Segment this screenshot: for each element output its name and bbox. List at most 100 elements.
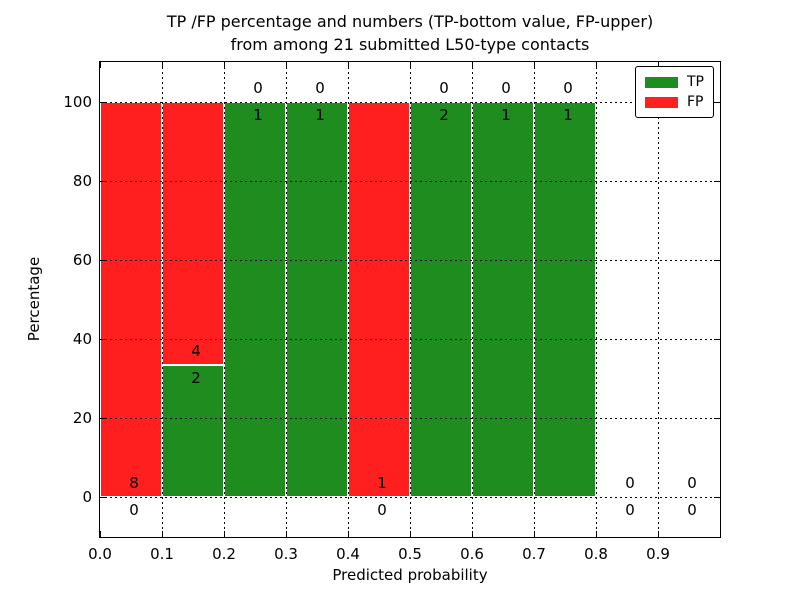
y-tick-left-80 xyxy=(100,180,106,182)
x-tick-label-0.1: 0.1 xyxy=(150,545,174,563)
tp-count-label-0.1: 2 xyxy=(191,369,201,388)
x-tick-top-0.7 xyxy=(534,62,535,68)
fp-count-label-0: 8 xyxy=(129,474,139,493)
y-tick-right-60 xyxy=(714,259,720,261)
tp-count-label-0.9: 0 xyxy=(687,501,697,520)
y-tick-right-40 xyxy=(714,339,720,341)
legend: TP FP xyxy=(635,66,714,118)
chart-title: TP /FP percentage and numbers (TP-bottom… xyxy=(100,10,720,56)
x-tick-label-0.3: 0.3 xyxy=(274,545,298,563)
x-tick-label-0.9: 0.9 xyxy=(646,545,670,563)
x-tick-label-0.2: 0.2 xyxy=(212,545,236,563)
y-axis-label: Percentage xyxy=(25,256,43,342)
y-tick-right-20 xyxy=(714,418,720,420)
gridline-x-0.6 xyxy=(472,62,473,537)
chart-title-line2: from among 21 submitted L50-type contact… xyxy=(230,35,590,54)
y-tick-label-40: 40 xyxy=(72,330,92,349)
fp-count-label-0.1: 4 xyxy=(191,342,201,361)
tp-count-label-0.8: 0 xyxy=(625,501,635,520)
y-tick-left-100 xyxy=(100,101,106,103)
gridline-x-0.9 xyxy=(658,62,659,537)
y-tick-left-0 xyxy=(100,497,106,499)
x-tick-top-0.4 xyxy=(348,62,349,68)
legend-swatch-fp-icon xyxy=(645,96,678,108)
bar-tp-0.1 xyxy=(162,365,224,498)
gridline-x-0.4 xyxy=(348,62,349,537)
bar-tp-0.2 xyxy=(224,101,286,498)
tp-count-label-0.4: 0 xyxy=(377,501,387,520)
gridline-x-0.1 xyxy=(162,62,163,537)
gridline-x-0.5 xyxy=(410,62,411,537)
x-tick-top-0.6 xyxy=(472,62,473,68)
x-tick-bottom-0.5 xyxy=(410,531,411,537)
tp-count-label-0.7: 1 xyxy=(563,105,573,124)
tp-count-label-0: 0 xyxy=(129,501,139,520)
plot-area: 8 0 4 2 0 1 0 1 1 0 0 2 0 1 0 1 0 0 0 0 TP FP xyxy=(99,61,721,538)
x-tick-bottom-0.9 xyxy=(658,531,659,537)
legend-label-fp: FP xyxy=(687,94,704,110)
x-tick-bottom-0.3 xyxy=(286,531,287,537)
x-tick-top-0.5 xyxy=(410,62,411,68)
gridline-x-0.3 xyxy=(286,62,287,537)
chart-title-line1: TP /FP percentage and numbers (TP-bottom… xyxy=(166,12,654,31)
fp-count-label-0.4: 1 xyxy=(377,474,387,493)
x-tick-label-0.8: 0.8 xyxy=(584,545,608,563)
x-tick-top-0 xyxy=(100,62,101,68)
legend-entry-tp: TP xyxy=(645,72,704,92)
x-tick-bottom-0.7 xyxy=(534,531,535,537)
gridline-x-0.7 xyxy=(534,62,535,537)
y-tick-right-0 xyxy=(714,497,720,499)
x-tick-bottom-0.2 xyxy=(224,531,225,537)
x-tick-bottom-0 xyxy=(100,531,101,537)
y-tick-left-40 xyxy=(100,339,106,341)
fp-count-label-0.3: 0 xyxy=(315,78,325,97)
tp-count-label-0.3: 1 xyxy=(315,105,325,124)
x-tick-bottom-0.4 xyxy=(348,531,349,537)
gridline-x-0.2 xyxy=(224,62,225,537)
gridline-x-0.8 xyxy=(596,62,597,537)
fp-count-label-0.8: 0 xyxy=(625,474,635,493)
grid-layer xyxy=(100,62,720,537)
bar-fp-0 xyxy=(100,101,162,498)
fp-count-label-0.5: 0 xyxy=(439,78,449,97)
x-axis-label: Predicted probability xyxy=(332,566,488,584)
tick-layer xyxy=(100,62,720,537)
y-tick-label-20: 20 xyxy=(72,409,92,428)
count-labels-layer: 8 0 4 2 0 1 0 1 1 0 0 2 0 1 0 1 0 0 0 0 xyxy=(100,62,720,537)
x-tick-bottom-0.8 xyxy=(596,531,597,537)
y-tick-label-60: 60 xyxy=(72,250,92,269)
fp-count-label-0.6: 0 xyxy=(501,78,511,97)
bar-tp-0.6 xyxy=(472,101,534,498)
x-tick-top-0.1 xyxy=(162,62,163,68)
fp-count-label-0.2: 0 xyxy=(253,78,263,97)
x-tick-label-0.4: 0.4 xyxy=(336,545,360,563)
tp-count-label-0.5: 2 xyxy=(439,105,449,124)
x-tick-top-0.3 xyxy=(286,62,287,68)
tp-count-label-0.2: 1 xyxy=(253,105,263,124)
y-tick-left-60 xyxy=(100,259,106,261)
legend-label-tp: TP xyxy=(687,74,704,90)
bar-fp-0.4 xyxy=(348,101,410,498)
x-tick-label-0.5: 0.5 xyxy=(398,545,422,563)
tp-count-label-0.6: 1 xyxy=(501,105,511,124)
y-tick-left-20 xyxy=(100,418,106,420)
x-tick-bottom-0.6 xyxy=(472,531,473,537)
x-tick-label-0.6: 0.6 xyxy=(460,545,484,563)
legend-entry-fp: FP xyxy=(645,92,704,112)
legend-swatch-tp-icon xyxy=(645,76,678,88)
y-tick-right-80 xyxy=(714,180,720,182)
bars-layer xyxy=(100,62,720,537)
y-tick-label-80: 80 xyxy=(72,171,92,190)
x-tick-top-0.2 xyxy=(224,62,225,68)
y-tick-label-100: 100 xyxy=(63,92,92,111)
x-tick-label-0.0: 0.0 xyxy=(88,545,112,563)
y-tick-label-0: 0 xyxy=(82,488,92,507)
y-tick-right-100 xyxy=(714,101,720,103)
fp-count-label-0.9: 0 xyxy=(687,474,697,493)
x-tick-label-0.7: 0.7 xyxy=(522,545,546,563)
x-tick-top-0.8 xyxy=(596,62,597,68)
x-tick-bottom-0.1 xyxy=(162,531,163,537)
fp-count-label-0.7: 0 xyxy=(563,78,573,97)
x-tick-top-0.9 xyxy=(658,62,659,68)
